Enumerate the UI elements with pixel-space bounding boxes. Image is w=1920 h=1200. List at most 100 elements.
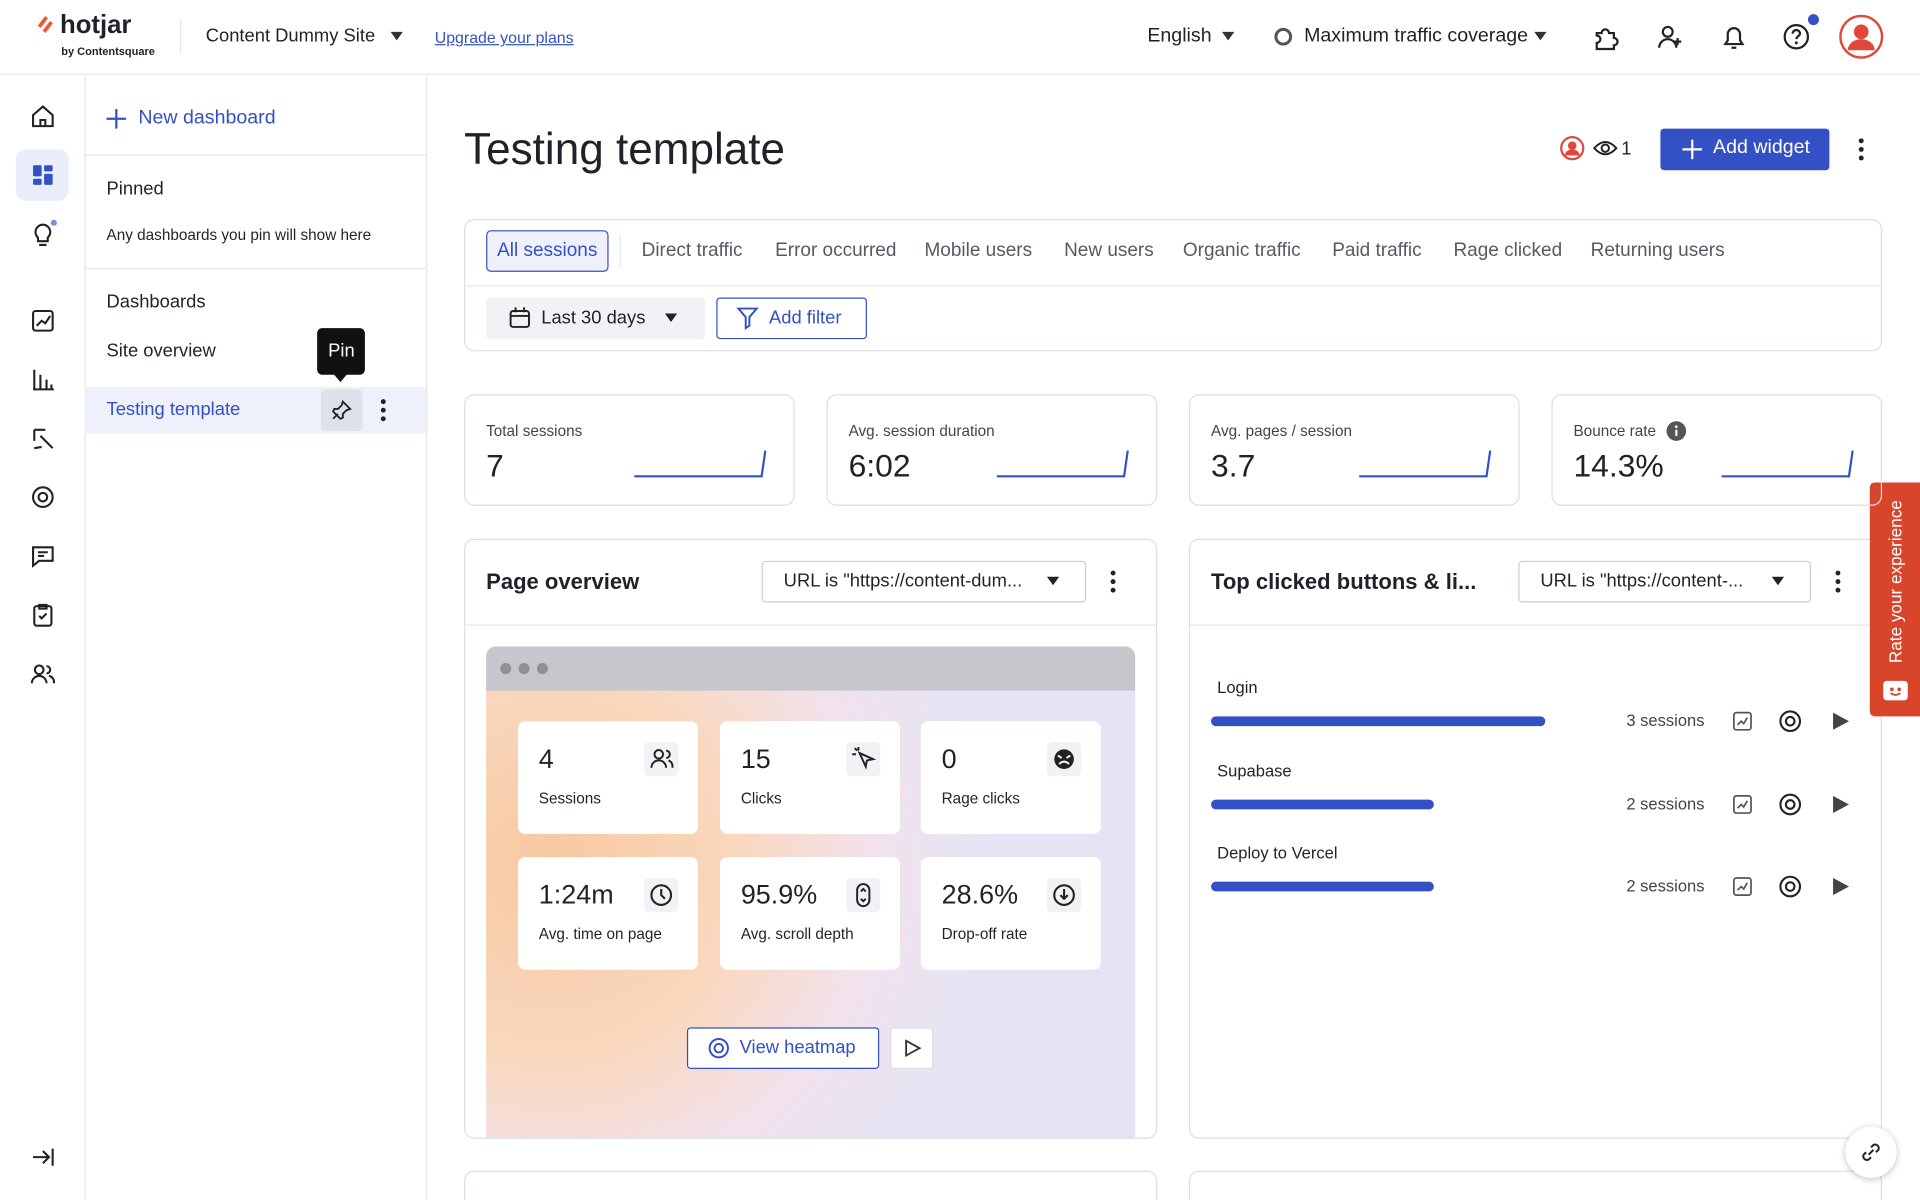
dashboards-nav-icon[interactable] [31, 163, 55, 187]
language-selector[interactable]: English [1147, 25, 1212, 47]
eye-icon [1592, 141, 1618, 156]
trends-button[interactable] [1733, 877, 1753, 897]
plus-icon [1682, 139, 1703, 160]
heatmap-icon [708, 1038, 729, 1059]
dashboards-heading: Dashboards [106, 291, 206, 313]
caret [390, 31, 403, 41]
add-filter-button[interactable] [716, 297, 867, 340]
heatmaps-nav-icon[interactable] [31, 485, 55, 509]
dashboard-link[interactable]: Testing template [106, 399, 241, 421]
home-nav-icon[interactable] [31, 104, 55, 128]
url-dropdown[interactable] [761, 560, 1087, 603]
upgrade-link[interactable]: Upgrade your plans [434, 28, 574, 47]
user-avatar[interactable] [1839, 14, 1884, 59]
caret [1534, 31, 1547, 41]
filter-tab[interactable]: Direct traffic [641, 240, 743, 261]
filter-tab[interactable]: Paid traffic [1332, 240, 1422, 261]
funnels-nav-icon[interactable] [31, 367, 55, 391]
help-icon[interactable] [1783, 14, 1819, 50]
metric-value: 6:02 [848, 446, 911, 484]
tooltip-arrow [333, 373, 348, 383]
stat-label: Sessions [538, 789, 601, 807]
view-heatmap-button[interactable] [686, 1027, 880, 1069]
element-label: Deploy to Vercel [1217, 843, 1338, 863]
stat-value: 28.6% [941, 879, 1019, 910]
sparkline [1721, 450, 1854, 478]
tooltip-text: Pin [328, 340, 355, 362]
caret [1222, 31, 1235, 41]
heatmap-button[interactable] [1778, 709, 1802, 733]
play-button[interactable] [890, 1027, 934, 1069]
filter-tab[interactable]: Mobile users [924, 240, 1033, 261]
link-icon [1862, 1143, 1880, 1161]
click-bar [1211, 799, 1434, 810]
feedback-tab[interactable] [1869, 482, 1920, 717]
divider [84, 154, 427, 156]
element-label: Supabase [1217, 761, 1292, 781]
kebab-icon[interactable] [1858, 138, 1865, 161]
pinned-hint: Any dashboards you pin will show here [106, 226, 372, 244]
click-bar [1211, 716, 1546, 727]
dashboard-link[interactable]: Site overview [106, 340, 216, 362]
add-widget-label: Add widget [1713, 137, 1811, 158]
active-row-bg [84, 386, 427, 434]
heatmap-button[interactable] [1778, 792, 1802, 816]
feedback-nav-icon[interactable] [31, 544, 55, 568]
recording-button[interactable] [1831, 877, 1851, 897]
url-filter-label: URL is "https://content-... [1540, 570, 1744, 592]
interviews-nav-icon[interactable] [30, 661, 56, 685]
stat-value: 1:24m [538, 879, 614, 910]
recording-button[interactable] [1831, 795, 1851, 815]
kebab-icon[interactable] [380, 399, 387, 422]
trends-button[interactable] [1733, 711, 1753, 731]
url-dropdown[interactable] [1518, 560, 1812, 603]
pin-button[interactable] [320, 389, 363, 432]
dashboards-panel [84, 74, 428, 1200]
filter-tab[interactable]: Error occurred [775, 240, 897, 261]
nav-active-bg [15, 149, 69, 201]
coverage-selector[interactable]: Maximum traffic coverage [1304, 25, 1529, 47]
stat-card [920, 857, 1101, 970]
filter-tab[interactable]: All sessions [497, 240, 598, 261]
sessions-count: 2 sessions [1626, 876, 1705, 896]
top-clicked-card [1188, 538, 1883, 1139]
recording-button[interactable] [1831, 711, 1851, 731]
stat-card [517, 721, 698, 834]
feedback-icon [1883, 680, 1908, 701]
collapse-nav-icon[interactable] [31, 1145, 55, 1169]
sessions-count: 3 sessions [1626, 711, 1705, 730]
filter-tab[interactable]: Rage clicked [1453, 240, 1563, 261]
sparkline [634, 450, 767, 478]
stat-value: 95.9% [740, 879, 818, 910]
notifications-icon[interactable] [1720, 23, 1747, 50]
trends-button[interactable] [1733, 795, 1753, 815]
recordings-nav-icon[interactable] [31, 426, 55, 450]
filter-tab[interactable]: Returning users [1590, 240, 1725, 261]
add-filter-label: Add filter [768, 307, 842, 329]
info-icon [1666, 421, 1687, 441]
trends-nav-icon[interactable] [31, 309, 55, 333]
widget-card [464, 1170, 1158, 1200]
filter-icon [736, 307, 759, 330]
heatmap-button[interactable] [1778, 874, 1802, 898]
pinned-heading: Pinned [106, 178, 164, 200]
new-dashboard-button[interactable]: New dashboard [138, 107, 276, 129]
metric-card [826, 394, 1158, 506]
filter-tab[interactable]: New users [1064, 240, 1154, 261]
divider [465, 624, 1156, 626]
stat-label: Avg. time on page [538, 925, 662, 943]
integrations-icon[interactable] [1592, 23, 1619, 51]
kebab-icon[interactable] [1109, 570, 1116, 593]
stat-label: Drop-off rate [941, 925, 1028, 943]
kebab-icon[interactable] [1834, 570, 1841, 593]
invite-icon[interactable] [1657, 23, 1684, 50]
insights-nav-icon[interactable] [31, 219, 57, 246]
topbar [0, 0, 1920, 75]
stat-value: 0 [941, 743, 957, 774]
surveys-nav-icon[interactable] [31, 602, 55, 627]
site-selector[interactable]: Content Dummy Site [205, 25, 376, 47]
widget-title: Top clicked buttons & li... [1211, 569, 1477, 594]
tab-separator [619, 235, 621, 267]
filter-tab[interactable]: Organic traffic [1182, 240, 1301, 261]
